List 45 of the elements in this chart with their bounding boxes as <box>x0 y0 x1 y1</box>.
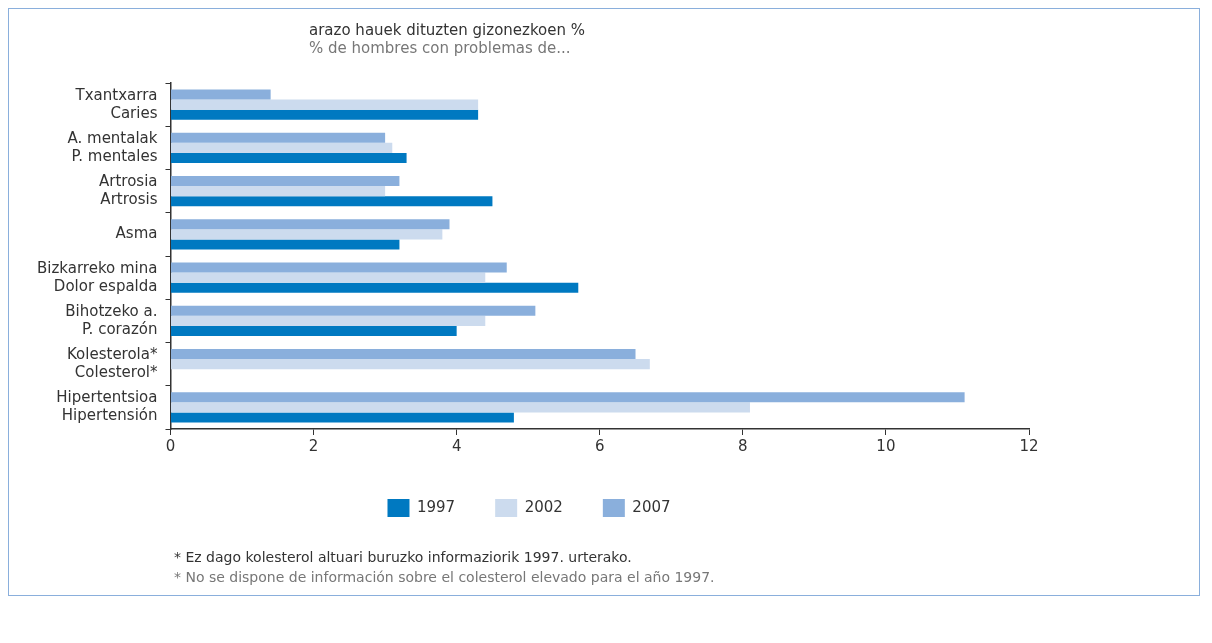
x-tick-label: 10 <box>876 436 896 455</box>
bar <box>170 359 650 370</box>
bar <box>170 348 636 360</box>
bar <box>170 152 407 164</box>
text: * Ez dago kolesterol altuari buruzko informaziorik 1997. urterako. <box>174 548 633 567</box>
bar <box>170 412 514 423</box>
x-tick-label: 12 <box>1019 436 1039 455</box>
y-tick-label: Asma <box>115 224 158 243</box>
bar <box>170 99 479 110</box>
bar <box>170 196 493 207</box>
chart-title: arazo hauek dituzten gizonezkoen % <box>309 21 587 39</box>
bar <box>170 392 965 403</box>
bar <box>170 89 271 100</box>
x-tick-label: 2 <box>308 436 319 455</box>
bar <box>170 132 386 143</box>
bar <box>170 282 579 293</box>
bar <box>170 186 386 197</box>
y-tick-label: Artrosia Artrosis <box>98 172 158 209</box>
bar <box>170 262 507 273</box>
bar <box>170 109 479 120</box>
chart-subtitle: % de hombres con problemas de... <box>309 39 572 57</box>
bar <box>170 272 486 283</box>
x-tick-label: 8 <box>738 436 748 455</box>
legend-label: 2002 <box>524 497 563 516</box>
legend-label: 2007 <box>632 497 671 516</box>
bar <box>170 142 393 153</box>
bar <box>170 402 750 413</box>
y-tick-label: Bihotzeko a. P. corazón <box>65 301 158 338</box>
bar <box>170 305 536 316</box>
y-tick-label: Txantxarra Caries <box>74 85 158 122</box>
bar <box>170 325 457 337</box>
y-tick-label: Hipertentsioa Hipertensión <box>56 388 158 425</box>
bar <box>170 219 450 230</box>
bar <box>170 239 400 250</box>
y-tick-label: Kolesterola* Colesterol* <box>67 345 158 382</box>
bar <box>170 229 443 240</box>
y-tick-label: Bizkarreko mina Dolor espalda <box>36 258 158 295</box>
bar <box>170 175 400 187</box>
x-tick-label: 4 <box>451 436 462 455</box>
y-tick-label: A. mentalak P. mentales <box>67 128 158 165</box>
x-tick-label: 0 <box>165 436 176 455</box>
bar <box>170 315 486 326</box>
legend-label: 1997 <box>416 497 456 516</box>
text: * No se dispone de información sobre el colesterol elevado para el año 1997. <box>174 568 716 587</box>
x-tick-label: 6 <box>594 436 605 455</box>
